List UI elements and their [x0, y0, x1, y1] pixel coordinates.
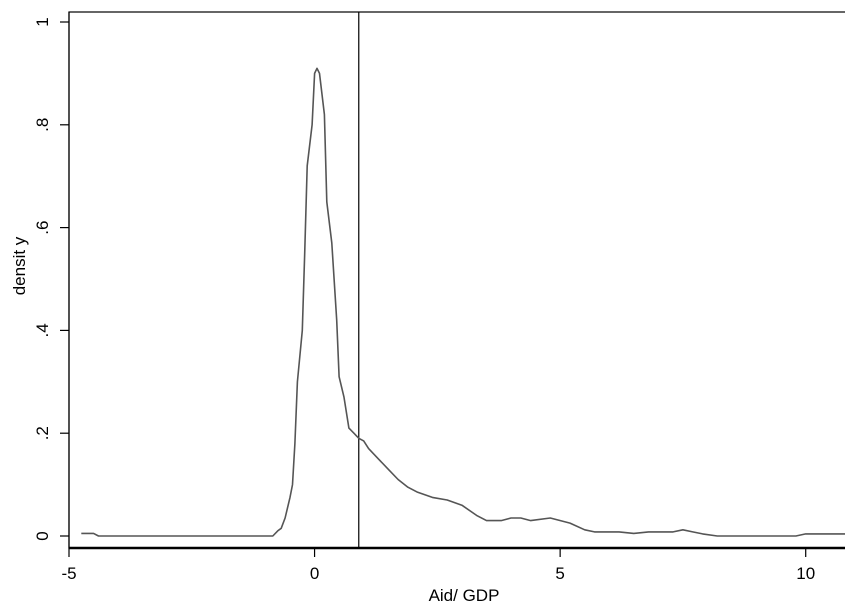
y-axis-title: densit y [10, 236, 29, 295]
y-tick-label: .4 [33, 323, 52, 337]
x-axis-title: Aid/ GDP [429, 586, 500, 605]
x-tick-label: -5 [61, 564, 76, 583]
y-tick-label: .2 [33, 426, 52, 440]
y-tick-label: .6 [33, 221, 52, 235]
y-tick-label: .8 [33, 118, 52, 132]
y-tick-label: 0 [33, 531, 52, 540]
density-curve [81, 67, 845, 537]
x-tick-label: 10 [796, 564, 815, 583]
x-axis-ticks: -5 0 5 10 [61, 548, 815, 583]
y-tick-label: 1 [33, 17, 52, 26]
x-tick-label: 0 [310, 564, 319, 583]
y-axis-ticks: 0 .2 .4 .6 .8 1 [33, 17, 69, 541]
x-tick-label: 5 [555, 564, 564, 583]
